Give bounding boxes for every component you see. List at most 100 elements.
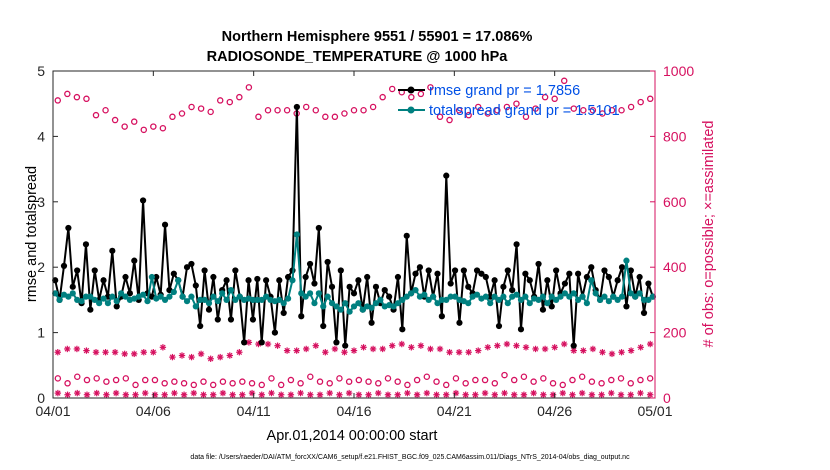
- rmse-point: [293, 103, 300, 111]
- totalspread-point: [205, 300, 213, 307]
- rmse-point: [201, 267, 208, 274]
- totalspread-point: [434, 300, 441, 307]
- totalspread-point: [280, 300, 287, 307]
- obs-assimilated-marker: [245, 339, 253, 346]
- obs-possible-marker: [112, 376, 120, 384]
- legend-rmse-marker: [407, 86, 415, 94]
- totalspread-point: [179, 293, 186, 300]
- totalspread-point: [632, 293, 639, 300]
- obs-assimilated-marker: [140, 349, 147, 356]
- x-tick-label: 04/06: [136, 403, 171, 419]
- rmse-point: [526, 277, 533, 284]
- rmse-point: [539, 306, 547, 313]
- rmse-point: [188, 260, 195, 268]
- rmse-point: [513, 241, 520, 248]
- obs-assimilated-marker: [608, 389, 615, 397]
- obs-assimilated-marker: [219, 389, 227, 397]
- rmse-point: [447, 280, 454, 287]
- rmse-point: [399, 326, 406, 333]
- totalspread-point: [100, 295, 107, 302]
- obs-assimilated-marker: [92, 349, 100, 356]
- rmse-point: [126, 290, 133, 297]
- obs-assimilated-marker: [462, 391, 469, 398]
- obs-assimilated-marker: [501, 389, 508, 397]
- obs-possible-marker: [608, 106, 616, 114]
- legend-spread-marker: [407, 106, 415, 114]
- totalspread-point: [311, 300, 318, 307]
- obs-assimilated-marker: [551, 344, 558, 351]
- obs-possible-marker: [302, 103, 310, 111]
- totalspread-point: [214, 298, 221, 305]
- rmse-point: [333, 339, 340, 346]
- obs-possible-marker: [540, 375, 547, 382]
- totalspread-point: [372, 300, 380, 307]
- obs-possible-marker: [481, 376, 489, 384]
- obs-possible-marker: [83, 376, 91, 384]
- totalspread-point: [425, 296, 432, 303]
- obs-possible-marker: [255, 113, 262, 121]
- rmse-point: [465, 283, 472, 290]
- totalspread-point: [399, 296, 406, 303]
- obs-assimilated-marker: [307, 391, 314, 398]
- obs-assimilated-marker: [417, 342, 425, 349]
- obs-possible-marker: [375, 380, 382, 387]
- obs-possible-marker: [491, 380, 499, 387]
- totalspread-point: [408, 290, 415, 297]
- obs-assimilated-marker: [637, 344, 644, 351]
- obs-possible-marker: [345, 378, 353, 385]
- obs-possible-marker: [200, 378, 207, 385]
- obs-assimilated-marker: [345, 389, 353, 397]
- obs-assimilated-marker: [627, 391, 634, 398]
- obs-assimilated-marker: [122, 391, 130, 398]
- obs-possible-marker: [268, 375, 275, 382]
- rmse-point: [500, 283, 507, 290]
- obs-possible-marker: [264, 106, 272, 114]
- obs-possible-marker: [423, 373, 431, 380]
- rmse-point: [403, 232, 410, 239]
- rmse-point: [570, 342, 577, 349]
- obs-assimilated-marker: [258, 391, 265, 398]
- obs-possible-marker: [580, 106, 587, 114]
- obs-possible-marker: [360, 106, 367, 114]
- obs-possible-marker: [102, 106, 109, 114]
- obs-assimilated-marker: [188, 353, 195, 361]
- obs-possible-marker: [551, 95, 558, 103]
- obs-possible-marker: [408, 93, 415, 101]
- obs-assimilated-marker: [618, 349, 625, 356]
- obs-assimilated-marker: [74, 389, 81, 397]
- obs-possible-marker: [355, 376, 363, 384]
- obs-possible-marker: [474, 103, 482, 111]
- totalspread-point: [645, 296, 652, 303]
- obs-possible-marker: [287, 376, 295, 384]
- obs-possible-marker: [171, 378, 178, 385]
- y-tick-label-right: 1000: [663, 63, 694, 79]
- obs-assimilated-marker: [360, 344, 367, 351]
- rmse-point: [109, 247, 116, 254]
- totalspread-point: [293, 231, 300, 238]
- obs-possible-marker: [54, 97, 62, 104]
- obs-possible-marker: [369, 103, 377, 111]
- obs-possible-marker: [417, 90, 425, 98]
- rmse-point: [74, 267, 81, 274]
- obs-assimilated-marker: [322, 349, 329, 356]
- rmse-point: [153, 273, 160, 281]
- obs-possible-marker: [248, 380, 256, 387]
- totalspread-point: [627, 290, 634, 297]
- totalspread-point: [522, 293, 529, 300]
- rmse-point: [87, 306, 94, 313]
- obs-possible-marker: [236, 93, 243, 101]
- obs-possible-marker: [598, 380, 605, 387]
- totalspread-point: [504, 300, 511, 307]
- totalspread-point: [122, 293, 129, 300]
- totalspread-point: [302, 293, 309, 300]
- obs-possible-marker: [326, 380, 333, 387]
- totalspread-point: [52, 290, 59, 297]
- obs-possible-marker: [92, 111, 100, 119]
- totalspread-point: [355, 300, 362, 307]
- rmse-point: [302, 273, 309, 281]
- y-tick-label-right: 600: [663, 194, 687, 210]
- totalspread-point: [87, 293, 94, 300]
- rmse-point: [553, 267, 560, 274]
- totalspread-point: [144, 298, 151, 305]
- obs-possible-marker: [312, 106, 320, 114]
